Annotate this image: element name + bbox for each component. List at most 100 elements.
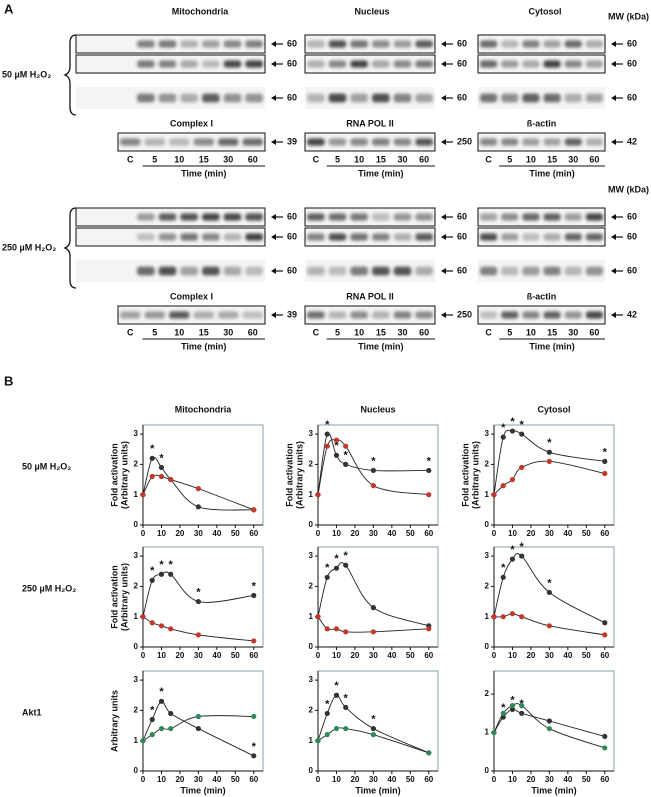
significance-mark: * — [510, 694, 515, 706]
y-tick-label: 0 — [134, 520, 139, 529]
x-tick-label: 30 — [194, 775, 203, 784]
data-point — [491, 729, 497, 736]
y-tick-label: 1 — [485, 490, 490, 499]
band — [372, 266, 390, 276]
band — [393, 311, 412, 319]
arrow-head — [611, 268, 616, 274]
column-title: Cytosol — [537, 404, 570, 414]
y-tick-label: 1 — [134, 490, 139, 499]
x-tick-label: 60 — [424, 775, 433, 784]
band — [137, 233, 155, 241]
band — [522, 213, 540, 221]
y-tick-label: 2 — [485, 582, 490, 591]
y-tick-label: 0 — [134, 642, 139, 651]
band — [158, 266, 177, 276]
significance-mark: * — [252, 580, 257, 592]
curve — [317, 432, 429, 495]
x-tick-label: 50 — [406, 529, 415, 538]
band — [350, 40, 368, 48]
y-axis-label: (Arbitrary units) — [119, 441, 129, 509]
row-label: 50 µM H₂O₂ — [22, 461, 71, 471]
mw-label: 60 — [287, 92, 297, 102]
x-tick-label: 60 — [424, 651, 433, 660]
data-point — [602, 470, 608, 477]
arrow-head — [271, 312, 276, 318]
band — [193, 138, 214, 146]
arrow-head — [441, 234, 446, 240]
brace — [63, 207, 77, 289]
data-point — [509, 476, 516, 483]
band — [180, 213, 198, 221]
x-tick-label: 30 — [545, 651, 554, 660]
band — [158, 233, 177, 241]
data-point — [491, 492, 497, 498]
data-point — [509, 556, 516, 562]
band — [372, 60, 390, 68]
data-point — [491, 614, 497, 620]
lane-label: 5 — [335, 327, 340, 337]
lane-label: 15 — [199, 154, 209, 164]
y-axis-label: Fold activation — [460, 443, 470, 507]
band — [564, 311, 582, 319]
band — [543, 60, 561, 68]
data-point — [251, 713, 257, 720]
significance-mark: * — [510, 544, 515, 556]
data-point — [426, 467, 432, 474]
lane-label: 5 — [507, 327, 512, 337]
x-tick-label: 0 — [316, 529, 321, 538]
y-tick-label: 3 — [485, 429, 490, 438]
band — [307, 93, 325, 103]
data-point — [370, 605, 376, 611]
lane-label: 15 — [199, 327, 209, 337]
significance-mark: * — [371, 455, 376, 467]
x-tick-label: 10 — [332, 775, 341, 784]
blot — [117, 305, 266, 325]
significance-mark: * — [501, 702, 506, 714]
blot — [477, 54, 606, 74]
loading-title: Complex I — [170, 291, 213, 301]
band — [543, 138, 561, 146]
y-tick-label: 2 — [134, 460, 139, 469]
lane-label: 60 — [248, 154, 258, 164]
data-point — [519, 710, 525, 716]
data-point — [251, 592, 257, 599]
lane-label: C — [127, 327, 134, 337]
band — [393, 233, 412, 241]
band — [202, 93, 220, 103]
significance-mark: * — [325, 419, 330, 431]
band — [480, 311, 498, 319]
band — [328, 213, 347, 221]
data-point — [333, 725, 340, 732]
data-point — [333, 626, 340, 632]
x-tick-label: 30 — [369, 651, 378, 660]
significance-mark: * — [150, 704, 155, 716]
blot — [304, 227, 436, 247]
mw-label: 60 — [627, 265, 637, 275]
lane-label: 60 — [248, 327, 258, 337]
time-label: Time (min) — [358, 341, 403, 351]
significance-mark: * — [169, 559, 174, 571]
significance-mark: * — [150, 565, 155, 577]
y-tick-label: 1 — [309, 490, 314, 499]
x-tick-label: 20 — [526, 529, 535, 538]
band — [202, 233, 220, 241]
band — [415, 138, 433, 146]
data-point — [195, 504, 201, 510]
x-tick-label: 40 — [387, 529, 396, 538]
band — [328, 138, 347, 146]
x-tick-label: 50 — [406, 651, 415, 660]
significance-mark: * — [547, 577, 552, 589]
x-tick-label: 50 — [582, 529, 591, 538]
data-point — [370, 467, 376, 474]
x-tick-label: 30 — [545, 529, 554, 538]
x-tick-label: 60 — [600, 529, 609, 538]
band — [328, 311, 347, 319]
y-axis-label: Fold activation — [284, 443, 294, 507]
data-point — [343, 725, 349, 732]
arrow-head — [271, 95, 276, 101]
band — [372, 311, 390, 319]
blot — [304, 54, 436, 74]
blot — [477, 34, 606, 54]
band — [223, 93, 242, 103]
band — [393, 138, 412, 146]
